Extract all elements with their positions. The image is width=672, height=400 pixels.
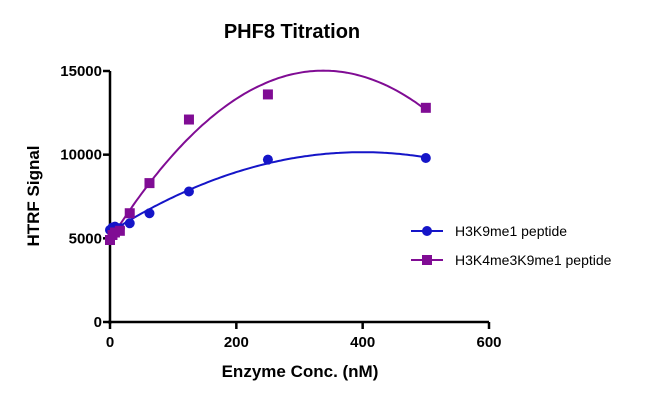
legend-marker-h3k4me3k9me1 (422, 255, 432, 265)
x-axis-label: Enzyme Conc. (nM) (222, 362, 379, 381)
legend-marker-h3k9me1 (422, 226, 432, 236)
x-tick-label: 0 (106, 334, 114, 351)
data-points (105, 89, 431, 246)
x-tick-label: 600 (476, 334, 501, 351)
point-h3k4me3k9me1 (420, 102, 431, 113)
axes: 0 200 400 600 0 5000 10000 15000 (60, 63, 501, 351)
fit-curve-h3k4me3k9me1 (109, 69, 427, 241)
legend-label-h3k9me1: H3K9me1 peptide (455, 223, 567, 239)
point-h3k4me3k9me1 (105, 235, 115, 246)
y-tick-label: 15000 (60, 63, 102, 80)
point-h3k4me3k9me1 (262, 89, 273, 100)
point-h3k4me3k9me1 (114, 225, 125, 236)
y-tick-label: 5000 (69, 230, 102, 247)
y-axis-label: HTRF Signal (24, 145, 43, 246)
x-tick-label: 200 (224, 334, 249, 351)
chart-title: PHF8 Titration (224, 21, 360, 43)
point-h3k9me1 (262, 154, 273, 165)
point-h3k9me1 (124, 218, 135, 229)
point-h3k9me1 (144, 208, 155, 219)
y-tick-label: 10000 (60, 147, 102, 164)
x-tick-label: 400 (350, 334, 375, 351)
point-h3k9me1 (183, 186, 194, 197)
point-h3k4me3k9me1 (144, 178, 155, 189)
point-h3k4me3k9me1 (183, 114, 194, 125)
point-h3k9me1 (420, 153, 431, 164)
y-tick-label: 0 (94, 314, 102, 331)
point-h3k4me3k9me1 (124, 208, 135, 219)
legend: H3K9me1 peptide H3K4me3K9me1 peptide (411, 223, 612, 268)
legend-label-h3k4me3k9me1: H3K4me3K9me1 peptide (455, 252, 612, 268)
